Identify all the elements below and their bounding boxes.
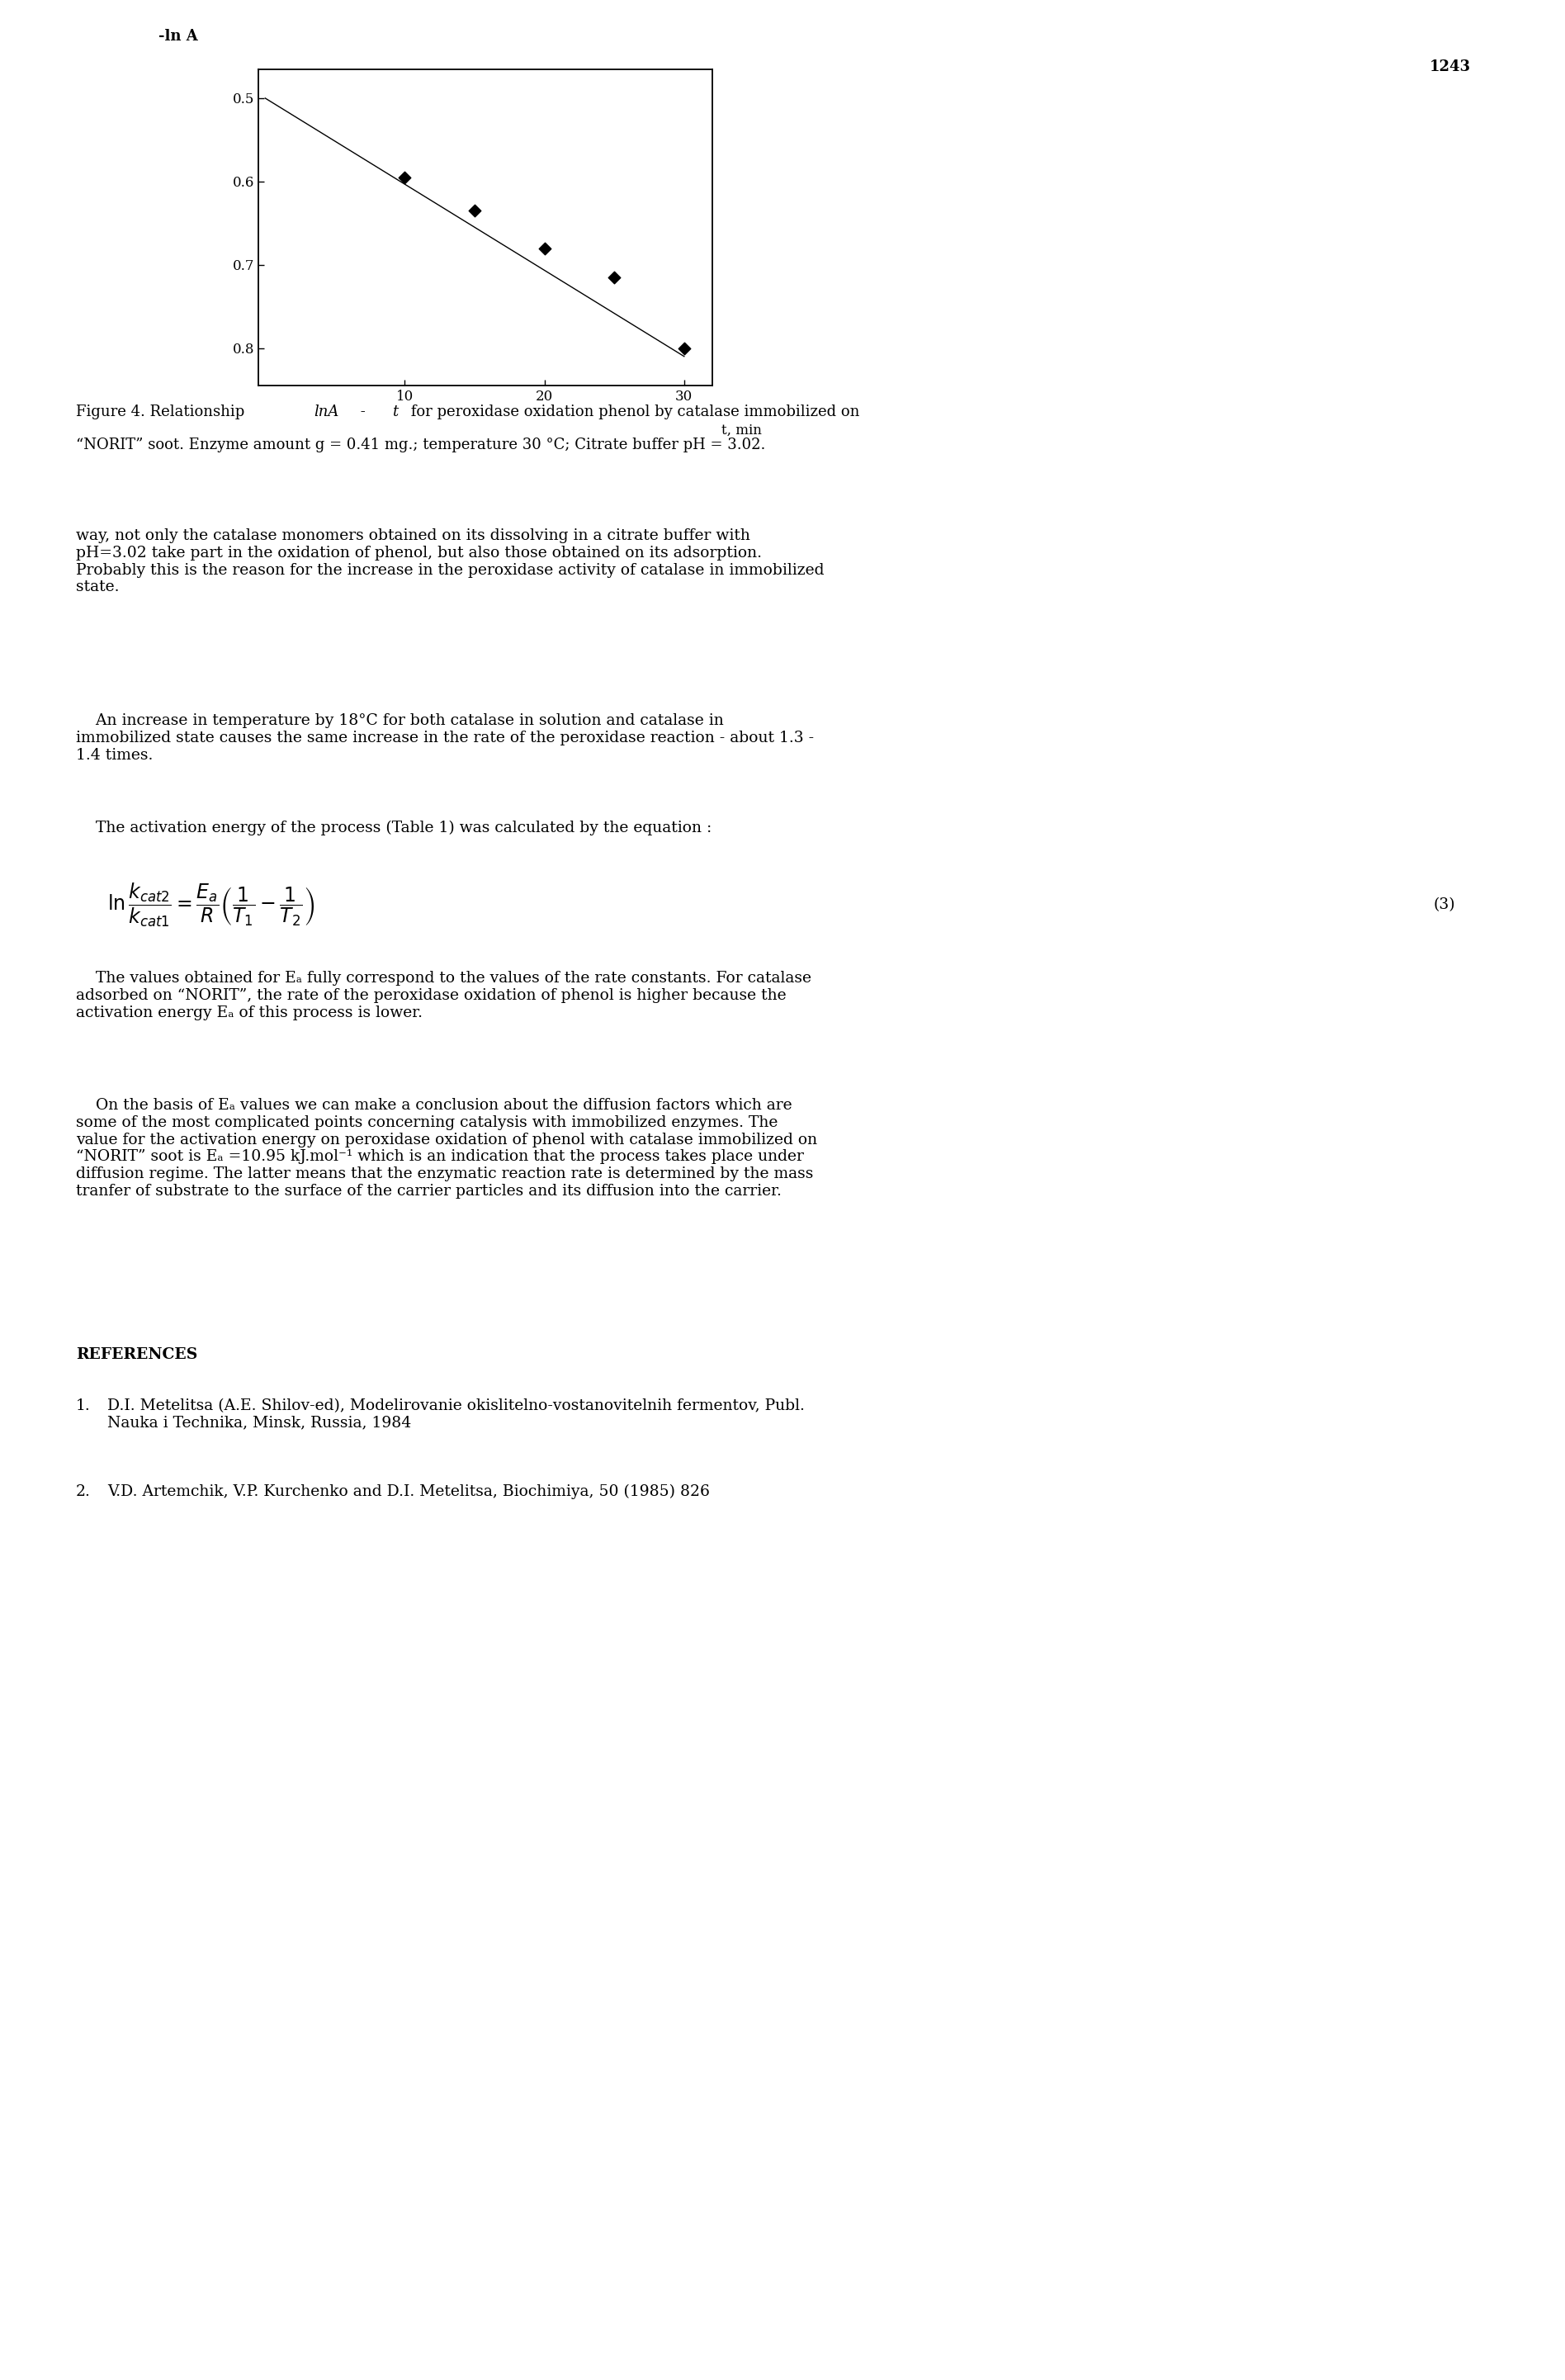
Text: REFERENCES: REFERENCES <box>77 1347 197 1361</box>
Text: $\ln\dfrac{k_{cat2}}{k_{cat1}} = \dfrac{E_a}{R}\left(\dfrac{1}{T_1} - \dfrac{1}{: $\ln\dfrac{k_{cat2}}{k_{cat1}} = \dfrac{… <box>108 881 315 928</box>
Point <box>532 228 557 267</box>
Text: way, not only the catalase monomers obtained on its dissolving in a citrate buff: way, not only the catalase monomers obta… <box>77 528 825 595</box>
Text: V.D. Artemchik, V.P. Kurchenko and D.I. Metelitsa, Biochimiya, 50 (1985) 826: V.D. Artemchik, V.P. Kurchenko and D.I. … <box>108 1485 711 1499</box>
Text: The values obtained for Eₐ fully correspond to the values of the rate constants.: The values obtained for Eₐ fully corresp… <box>77 971 811 1021</box>
Text: 2.: 2. <box>77 1485 91 1499</box>
Text: An increase in temperature by 18°C for both catalase in solution and catalase in: An increase in temperature by 18°C for b… <box>77 714 814 762</box>
Point <box>393 157 418 198</box>
Text: 1243: 1243 <box>1430 60 1471 74</box>
Text: -ln A: -ln A <box>158 29 197 43</box>
Point <box>462 193 487 231</box>
Point <box>671 328 696 367</box>
Text: lnA: lnA <box>315 405 340 419</box>
Point <box>603 257 628 295</box>
Text: “NORIT” soot. Enzyme amount g = 0.41 mg.; temperature 30 °C; Citrate buffer pH =: “NORIT” soot. Enzyme amount g = 0.41 mg.… <box>77 438 765 452</box>
Text: Figure 4. Relationship: Figure 4. Relationship <box>77 405 249 419</box>
Text: t, min: t, min <box>721 424 762 438</box>
Text: -: - <box>357 405 371 419</box>
Text: The activation energy of the process (Table 1) was calculated by the equation :: The activation energy of the process (Ta… <box>77 821 712 835</box>
Text: 1.: 1. <box>77 1399 91 1414</box>
Text: D.I. Metelitsa (A.E. Shilov-ed), Modelirovanie okislitelno-vostanovitelnih ferme: D.I. Metelitsa (A.E. Shilov-ed), Modelir… <box>108 1399 804 1430</box>
Text: for peroxidase oxidation phenol by catalase immobilized on: for peroxidase oxidation phenol by catal… <box>407 405 859 419</box>
Text: t: t <box>393 405 398 419</box>
Text: On the basis of Eₐ values we can make a conclusion about the diffusion factors w: On the basis of Eₐ values we can make a … <box>77 1097 817 1200</box>
Text: (3): (3) <box>1434 897 1455 912</box>
